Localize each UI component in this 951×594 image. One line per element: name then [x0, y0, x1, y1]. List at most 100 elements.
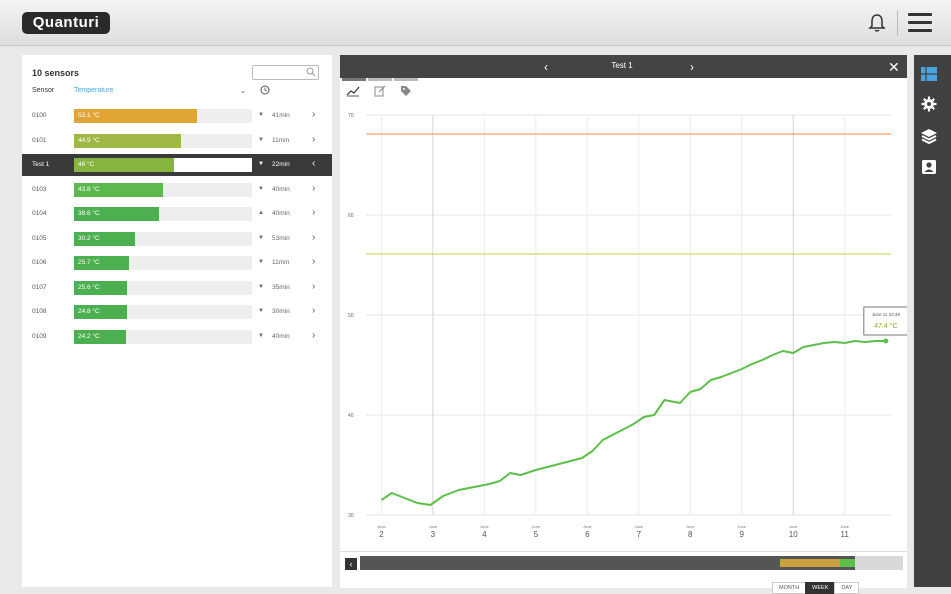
- sensor-row[interactable]: 0101 44.9 °C ▼ 11min ›: [22, 130, 332, 152]
- sensor-value-fill: 25.7 °C: [74, 256, 130, 270]
- sensor-row[interactable]: 0109 24.2 °C ▼ 40min ›: [22, 326, 332, 348]
- sensor-value-bar: 44.9 °C: [74, 133, 252, 148]
- x-tick-label: 6: [585, 530, 590, 539]
- timeline-day-button[interactable]: DAY: [834, 582, 860, 594]
- trend-icon: ▼: [258, 332, 264, 339]
- tab-indicator-graph: [342, 78, 366, 81]
- chart-toolbar: [346, 85, 426, 99]
- sensor-row[interactable]: 0100 53.1 °C ▼ 41min ›: [22, 105, 332, 127]
- close-icon[interactable]: ✕: [888, 59, 900, 75]
- sensor-value-fill: 24.2 °C: [74, 329, 126, 344]
- chevron-right-icon[interactable]: ›: [312, 231, 316, 243]
- chevron-right-icon[interactable]: ›: [312, 182, 316, 194]
- chevron-right-icon[interactable]: ›: [312, 329, 316, 341]
- chart-title: Test 1: [611, 61, 633, 70]
- sensor-name: 0108: [32, 308, 47, 315]
- tab-indicator-tags: [394, 78, 418, 81]
- sensor-last-update: 41min: [272, 112, 290, 119]
- trend-icon: ▼: [258, 259, 264, 265]
- sensor-value-bar: 24.2 °C: [74, 329, 252, 344]
- sensor-row[interactable]: 0103 43.8 °C ▼ 40min ›: [22, 179, 332, 201]
- chevron-down-icon[interactable]: ⌄: [240, 88, 246, 95]
- sensor-last-update: 35min: [272, 283, 290, 291]
- sensor-last-update: 11min: [272, 259, 290, 266]
- sensor-search-input[interactable]: [252, 65, 319, 80]
- x-tick-label: 7: [637, 530, 642, 539]
- sensor-type-selector[interactable]: Temperature: [74, 87, 114, 94]
- timeline-week-button[interactable]: WEEK: [805, 582, 836, 594]
- sensor-row[interactable]: 0108 24.8 °C ▼ 30min ›: [22, 301, 332, 323]
- x-tick-month: June: [532, 524, 541, 529]
- y-tick-label: 40: [348, 413, 354, 419]
- x-tick-month: June: [377, 524, 386, 529]
- settings-gear-icon[interactable]: [920, 95, 938, 113]
- sensor-value-fill: 38.6 °C: [74, 207, 160, 221]
- sensor-last-update: 11min: [272, 136, 290, 144]
- x-tick-label: 5: [534, 530, 539, 539]
- sensor-last-update: 40min: [272, 185, 290, 193]
- x-tick-label: 3: [431, 530, 436, 539]
- x-tick-month: June: [789, 524, 798, 529]
- bell-icon[interactable]: [866, 12, 888, 34]
- chevron-right-icon[interactable]: ›: [312, 280, 316, 292]
- right-nav: [914, 55, 951, 587]
- timeline-month-button[interactable]: MONTH: [772, 582, 807, 594]
- sensor-row[interactable]: 0105 30.2 °C ▼ 53min ›: [22, 228, 332, 250]
- sensor-list-panel: 10 sensors Sensor Temperature ⌄ 0100 53.1…: [22, 55, 332, 587]
- x-tick-label: 8: [688, 530, 693, 539]
- sensor-name: 0101: [32, 136, 47, 144]
- sensor-row[interactable]: 0106 25.7 °C ▼ 11min ›: [22, 252, 332, 274]
- chart-header: ‹ Test 1 › ✕: [340, 55, 907, 78]
- temperature-series-line: [380, 340, 886, 506]
- trend-icon: ▲: [258, 210, 264, 216]
- search-icon: [306, 67, 316, 77]
- x-tick-month: June: [583, 524, 592, 529]
- sensor-value-fill: 24.8 °C: [74, 305, 128, 319]
- trend-icon: ▼: [258, 136, 264, 143]
- sensor-name: 0105: [32, 234, 47, 242]
- sensor-value: 46 °C: [78, 161, 95, 168]
- sensor-row[interactable]: Test 1 46 °C ▼ 22min ‹: [22, 154, 332, 176]
- chevron-right-icon[interactable]: ›: [312, 207, 316, 218]
- chevron-right-icon[interactable]: ›: [312, 305, 316, 316]
- sensor-value-bar: 25.7 °C: [74, 256, 252, 270]
- account-icon[interactable]: [920, 158, 938, 176]
- sensor-last-update: 22min: [272, 161, 290, 168]
- sensor-value: 44.9 °C: [78, 136, 100, 144]
- chevron-right-icon[interactable]: ›: [312, 109, 316, 120]
- top-bar: Quanturi: [0, 0, 951, 46]
- chevron-right-icon[interactable]: ›: [312, 256, 316, 267]
- next-sensor-button[interactable]: ›: [690, 60, 694, 74]
- tab-indicator-notes: [368, 78, 392, 81]
- tooltip-timestamp: June 11 23:49: [872, 312, 901, 317]
- sensor-value-bar: 24.8 °C: [74, 305, 252, 319]
- line-chart-icon[interactable]: [346, 85, 360, 97]
- chevron-right-icon[interactable]: ›: [312, 133, 316, 145]
- sensor-row[interactable]: 0104 38.6 °C ▲ 40min ›: [22, 203, 332, 225]
- chevron-left-icon[interactable]: ‹: [312, 158, 316, 169]
- previous-sensor-button[interactable]: ‹: [544, 60, 548, 74]
- sensor-value: 43.8 °C: [78, 185, 100, 193]
- timeline-back-button[interactable]: ‹: [345, 558, 357, 570]
- tag-icon[interactable]: [400, 85, 412, 97]
- x-tick-month: June: [634, 524, 643, 529]
- sensor-row[interactable]: 0107 25.6 °C ▼ 35min ›: [22, 277, 332, 299]
- sensor-count: 10 sensors: [32, 68, 80, 78]
- trend-icon: ▼: [258, 308, 264, 314]
- sensor-value-bar: 46 °C: [74, 158, 252, 172]
- timeline-overview-segment-warm: [780, 559, 840, 567]
- y-tick-label: 30: [348, 513, 354, 519]
- layers-icon[interactable]: [920, 127, 938, 145]
- sensor-name: 0100: [32, 112, 47, 119]
- timeline-range-handle[interactable]: [855, 556, 903, 570]
- dashboard-icon[interactable]: [920, 65, 938, 83]
- sensor-name: 0104: [32, 210, 47, 217]
- trend-icon: ▼: [258, 185, 264, 192]
- edit-note-icon[interactable]: [374, 85, 386, 97]
- hamburger-menu-icon[interactable]: [908, 13, 932, 33]
- sensor-value-fill: 44.9 °C: [74, 133, 181, 148]
- sensor-value-fill: 25.6 °C: [74, 280, 128, 295]
- timeline-overview-bar[interactable]: [360, 556, 888, 570]
- chart-tabs-indicator: [342, 78, 418, 81]
- sensor-value-bar: 38.6 °C: [74, 207, 252, 221]
